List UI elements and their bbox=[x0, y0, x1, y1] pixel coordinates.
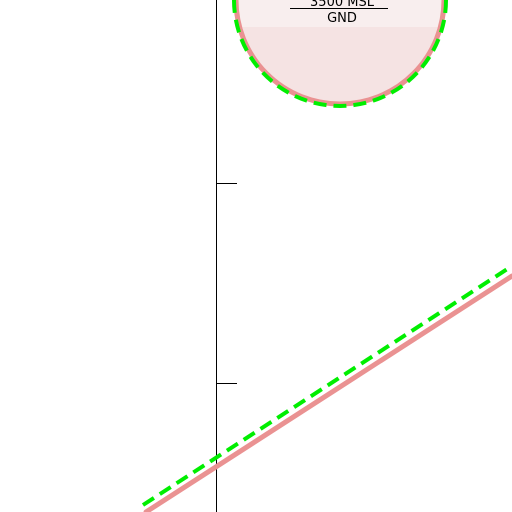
airspace-highlight-ring bbox=[232, 0, 448, 108]
airspace-boundary[interactable] bbox=[141, 264, 512, 512]
airspace-ceiling-label: 3500 MSL bbox=[310, 0, 375, 10]
boundary-line bbox=[143, 273, 512, 512]
airspace-floor-label: GND bbox=[327, 11, 357, 26]
boundary-highlight bbox=[141, 264, 512, 507]
airspace-circle[interactable]: 3500 MSL GND bbox=[230, 0, 450, 108]
airspace-label-box bbox=[236, 0, 444, 27]
